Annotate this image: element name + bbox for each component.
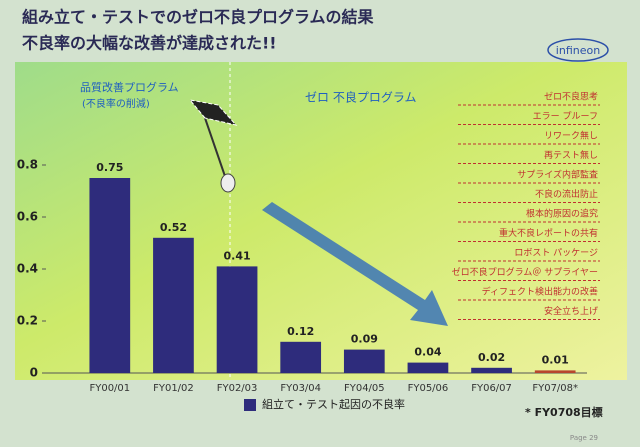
value-label: 0.52: [160, 221, 187, 234]
y-tick-label: 0.2: [17, 314, 38, 328]
y-tick-label: 0: [30, 366, 38, 380]
checkered-flag: [188, 99, 238, 193]
bar: [280, 341, 322, 373]
bar: [407, 362, 449, 373]
measure-label: ゼロ不良プログラム＠ サプライヤー: [452, 266, 598, 278]
measure-label: 安全立ち上げ: [544, 305, 598, 317]
x-tick-label: FY00/01: [89, 383, 130, 394]
slide-subtitle: 不良率の大幅な改善が達成された!!: [22, 34, 277, 53]
value-label: 0.12: [287, 325, 314, 338]
x-tick-label: FY06/07: [471, 383, 512, 394]
x-tick-label: FY05/06: [408, 383, 449, 394]
x-tick-label: FY02/03: [217, 383, 258, 394]
measure-label: 根本的原因の追究: [526, 208, 598, 220]
phase1-sub: (不良率の削減): [82, 97, 150, 110]
x-tick-label: FY07/08*: [532, 383, 578, 394]
logo: infineon: [556, 44, 600, 57]
legend-swatch: [244, 399, 256, 411]
measure-label: ディフェクト検出能力の改善: [482, 286, 598, 298]
page-number: Page 29: [570, 434, 598, 442]
x-tick-label: FY01/02: [153, 383, 194, 394]
y-tick-label: 0.4: [17, 262, 38, 276]
phase1-label: 品質改善プログラム: [80, 80, 179, 94]
bar: [89, 178, 131, 373]
value-label: 0.75: [96, 161, 123, 174]
measure-label: 重大不良レポートの共有: [499, 227, 598, 239]
phase2-label: ゼロ 不良プログラム: [305, 90, 416, 105]
measure-label: ロボスト パッケージ: [514, 248, 598, 259]
bar: [153, 237, 194, 373]
slide-title: 組み立て・テストでのゼロ不良プログラムの結果: [22, 8, 374, 27]
y-tick-label: 0.6: [17, 210, 38, 224]
bar: [343, 349, 385, 373]
measure-label: 再テスト無し: [544, 149, 598, 161]
trend-arrow: [262, 202, 448, 326]
measure-label: サプライズ内部監査: [517, 169, 598, 181]
logo-ring: [547, 38, 609, 62]
bar: [471, 367, 512, 373]
bar: [534, 370, 576, 373]
measure-label: ゼロ不良思考: [544, 91, 598, 103]
x-tick-label: FY04/05: [344, 383, 385, 394]
measure-label: 不良の流出防止: [535, 188, 598, 200]
bar: [216, 266, 258, 373]
footnote: * FY0708目標: [525, 405, 603, 419]
measure-label: リワーク無し: [544, 130, 598, 142]
measure-label: エラー プルーフ: [533, 111, 598, 122]
value-label: 0.41: [223, 249, 250, 262]
value-label: 0.09: [351, 333, 378, 346]
value-label: 0.02: [478, 351, 505, 364]
value-label: 0.01: [542, 353, 569, 366]
x-tick-label: FY03/04: [280, 383, 321, 394]
value-label: 0.04: [414, 346, 441, 359]
y-tick-label: 0.8: [17, 158, 38, 172]
legend-label: 組立て・テスト起因の不良率: [262, 397, 405, 411]
